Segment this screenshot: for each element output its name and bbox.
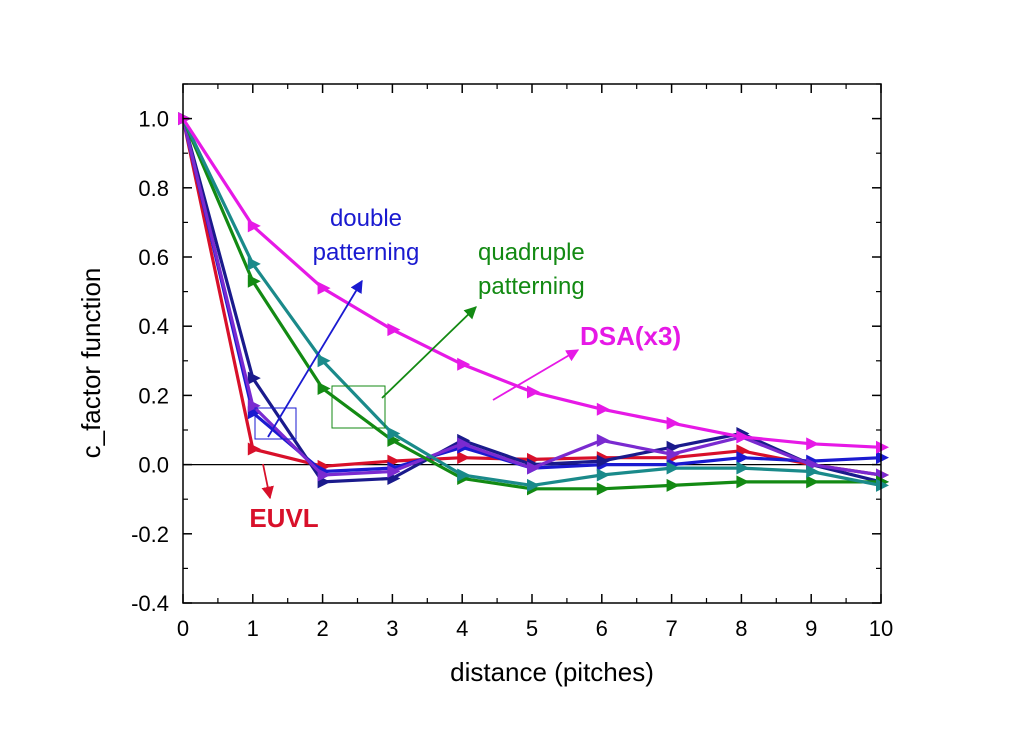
data-point (387, 426, 401, 440)
data-point (876, 451, 889, 465)
data-point (596, 468, 610, 482)
data-point (666, 478, 680, 492)
callout-box (331, 385, 386, 429)
data-point (387, 323, 401, 337)
data-point (806, 475, 820, 489)
y-tick-label: 0.6 (138, 245, 169, 270)
y-tick-label: 1.0 (138, 107, 169, 132)
y-tick-label: 0.0 (138, 453, 169, 478)
x-tick-label: 0 (177, 616, 189, 641)
data-point (247, 257, 261, 271)
data-point (457, 357, 471, 371)
data-point (596, 482, 610, 496)
callout-arrow (492, 349, 580, 401)
x-tick-label: 4 (456, 616, 468, 641)
data-point (317, 468, 331, 482)
y-tick-label: -0.4 (131, 591, 169, 616)
series-line (181, 117, 881, 491)
data-point (736, 451, 750, 465)
x-tick-label: 7 (665, 616, 677, 641)
callout-box (254, 407, 297, 440)
data-point (247, 442, 261, 456)
annotation-label: EUVL (249, 503, 318, 533)
x-tick-label: 6 (596, 616, 608, 641)
x-tick-label: 2 (316, 616, 328, 641)
data-point (247, 274, 261, 288)
x-tick-label: 10 (869, 616, 893, 641)
data-point (736, 461, 750, 475)
data-point (527, 478, 540, 492)
annotation-label: patterning (313, 239, 420, 266)
data-point (666, 447, 680, 461)
callout-arrow (267, 279, 363, 438)
data-point (527, 385, 540, 399)
data-point (596, 433, 610, 447)
x-tick-label: 8 (735, 616, 747, 641)
data-point (247, 399, 261, 413)
y-axis-title: c_factor function (76, 268, 106, 459)
annotation-label: double (330, 205, 402, 232)
data-point (317, 381, 331, 395)
data-point (247, 219, 261, 233)
data-point (736, 430, 750, 444)
y-tick-label: 0.4 (138, 314, 169, 339)
data-point (457, 451, 471, 465)
data-point (736, 475, 750, 489)
y-tick-label: 0.2 (138, 383, 169, 408)
y-tick-label: -0.2 (131, 522, 169, 547)
callout-arrow (261, 463, 274, 500)
x-axis-title: distance (pitches) (450, 657, 654, 687)
data-point (666, 461, 680, 475)
x-tick-label: 3 (386, 616, 398, 641)
data-point (317, 281, 331, 295)
data-point (527, 461, 540, 475)
annotation-layer: double patterning quadruple patterning DSA(x… (249, 205, 681, 533)
x-tick-label: 9 (805, 616, 817, 641)
data-point (666, 416, 680, 430)
series-layer (178, 112, 889, 496)
annotation-label: patterning (478, 273, 585, 300)
data-point (876, 478, 889, 492)
annotation-label: quadruple (478, 239, 585, 266)
data-point (596, 454, 610, 468)
x-tick-label: 5 (526, 616, 538, 641)
data-point (806, 465, 820, 479)
axes-layer: 0 1 2 3 4 5 6 7 8 9 10 -0.4 -0.2 0.0 0.2 0.4 0.6 0.8 1.0 (131, 83, 893, 641)
data-point (387, 465, 401, 479)
data-point (806, 437, 820, 451)
data-point (876, 440, 889, 454)
x-tick-label: 1 (247, 616, 259, 641)
data-point (247, 371, 261, 385)
series-line (181, 118, 882, 484)
data-point (457, 437, 471, 451)
data-point (457, 468, 471, 482)
callout-arrow (381, 306, 477, 399)
data-point (596, 402, 610, 416)
y-tick-label: 0.8 (138, 176, 169, 201)
annotation-label: DSA(x3) (580, 321, 681, 351)
data-point (317, 354, 331, 368)
